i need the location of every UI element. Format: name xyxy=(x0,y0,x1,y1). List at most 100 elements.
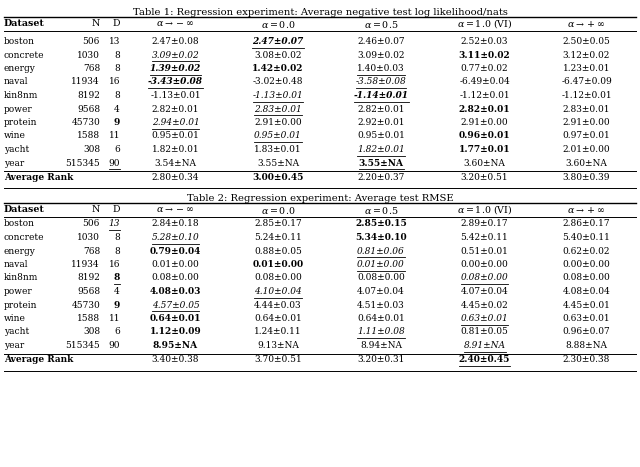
Text: 8.95±NA: 8.95±NA xyxy=(153,341,198,350)
Text: 4.45±0.01: 4.45±0.01 xyxy=(563,300,611,310)
Text: 0.08±0.00: 0.08±0.00 xyxy=(357,274,405,283)
Text: 2.91±0.00: 2.91±0.00 xyxy=(563,118,611,127)
Text: 13: 13 xyxy=(109,37,120,46)
Text: -6.49±0.04: -6.49±0.04 xyxy=(459,78,510,86)
Text: Table 1: Regression experiment: Average negative test log likelihood/nats: Table 1: Regression experiment: Average … xyxy=(132,8,508,17)
Text: kin8nm: kin8nm xyxy=(4,274,38,283)
Text: Table 2: Regression experiment: Average test RMSE: Table 2: Regression experiment: Average … xyxy=(187,194,453,203)
Text: 0.77±0.02: 0.77±0.02 xyxy=(461,64,508,73)
Text: 4.44±0.03: 4.44±0.03 xyxy=(254,300,302,310)
Text: 2.82±0.01: 2.82±0.01 xyxy=(459,105,510,113)
Text: 0.64±0.01: 0.64±0.01 xyxy=(150,314,201,323)
Text: 0.79±0.04: 0.79±0.04 xyxy=(150,247,201,255)
Text: 6: 6 xyxy=(115,145,120,154)
Text: 5.42±0.11: 5.42±0.11 xyxy=(461,233,508,242)
Text: -1.12±0.01: -1.12±0.01 xyxy=(459,91,510,100)
Text: 45730: 45730 xyxy=(71,300,100,310)
Text: 2.46±0.07: 2.46±0.07 xyxy=(357,37,405,46)
Text: 5.40±0.11: 5.40±0.11 xyxy=(563,233,611,242)
Text: $\alpha \rightarrow +\infty$: $\alpha \rightarrow +\infty$ xyxy=(567,19,605,29)
Text: 1.12±0.09: 1.12±0.09 xyxy=(150,327,202,337)
Text: 45730: 45730 xyxy=(71,118,100,127)
Text: 2.50±0.05: 2.50±0.05 xyxy=(563,37,611,46)
Text: $\alpha = 0.0$: $\alpha = 0.0$ xyxy=(260,205,295,215)
Text: 90: 90 xyxy=(109,158,120,168)
Text: N: N xyxy=(92,20,100,28)
Text: $\alpha = 0.0$: $\alpha = 0.0$ xyxy=(260,19,295,29)
Text: 8.91±NA: 8.91±NA xyxy=(463,341,506,350)
Text: 0.08±0.00: 0.08±0.00 xyxy=(152,274,200,283)
Text: 2.20±0.37: 2.20±0.37 xyxy=(357,173,404,182)
Text: 8: 8 xyxy=(115,64,120,73)
Text: 768: 768 xyxy=(83,247,100,255)
Text: 1030: 1030 xyxy=(77,233,100,242)
Text: naval: naval xyxy=(4,78,29,86)
Text: 0.97±0.01: 0.97±0.01 xyxy=(563,132,611,141)
Text: 506: 506 xyxy=(83,37,100,46)
Text: 4.45±0.02: 4.45±0.02 xyxy=(461,300,508,310)
Text: protein: protein xyxy=(4,118,38,127)
Text: 0.08±0.00: 0.08±0.00 xyxy=(461,274,508,283)
Text: 2.85±0.15: 2.85±0.15 xyxy=(355,219,407,228)
Text: $\alpha \rightarrow -\infty$: $\alpha \rightarrow -\infty$ xyxy=(156,20,195,28)
Text: 3.12±0.02: 3.12±0.02 xyxy=(563,50,610,59)
Text: 3.09±0.02: 3.09±0.02 xyxy=(152,50,200,59)
Text: 8: 8 xyxy=(115,50,120,59)
Text: 2.91±0.00: 2.91±0.00 xyxy=(461,118,508,127)
Text: 2.85±0.17: 2.85±0.17 xyxy=(254,219,302,228)
Text: 2.01±0.00: 2.01±0.00 xyxy=(563,145,611,154)
Text: $\alpha = 1.0$ (VI): $\alpha = 1.0$ (VI) xyxy=(457,18,512,30)
Text: $\alpha \rightarrow -\infty$: $\alpha \rightarrow -\infty$ xyxy=(156,205,195,214)
Text: 5.34±0.10: 5.34±0.10 xyxy=(355,233,407,242)
Text: 0.01±0.00: 0.01±0.00 xyxy=(357,260,405,269)
Text: 0.63±0.01: 0.63±0.01 xyxy=(461,314,508,323)
Text: 5.28±0.10: 5.28±0.10 xyxy=(152,233,200,242)
Text: 768: 768 xyxy=(83,64,100,73)
Text: yacht: yacht xyxy=(4,327,29,337)
Text: 1.42±0.02: 1.42±0.02 xyxy=(252,64,304,73)
Text: 1.23±0.01: 1.23±0.01 xyxy=(563,64,611,73)
Text: 1.82±0.01: 1.82±0.01 xyxy=(152,145,199,154)
Text: 8192: 8192 xyxy=(77,91,100,100)
Text: 1.11±0.08: 1.11±0.08 xyxy=(357,327,405,337)
Text: 2.92±0.01: 2.92±0.01 xyxy=(357,118,404,127)
Text: 2.83±0.01: 2.83±0.01 xyxy=(563,105,611,113)
Text: 16: 16 xyxy=(109,260,120,269)
Text: $\alpha = 0.5$: $\alpha = 0.5$ xyxy=(364,19,398,29)
Text: concrete: concrete xyxy=(4,50,45,59)
Text: -1.12±0.01: -1.12±0.01 xyxy=(561,91,612,100)
Text: 308: 308 xyxy=(83,145,100,154)
Text: 3.55±NA: 3.55±NA xyxy=(358,158,403,168)
Text: 2.86±0.17: 2.86±0.17 xyxy=(563,219,611,228)
Text: 9: 9 xyxy=(114,300,120,310)
Text: 506: 506 xyxy=(83,219,100,228)
Text: 0.96±0.07: 0.96±0.07 xyxy=(563,327,611,337)
Text: 2.47±0.08: 2.47±0.08 xyxy=(152,37,199,46)
Text: 4.08±0.04: 4.08±0.04 xyxy=(563,287,611,296)
Text: yacht: yacht xyxy=(4,145,29,154)
Text: 0.81±0.06: 0.81±0.06 xyxy=(357,247,405,255)
Text: 4.57±0.05: 4.57±0.05 xyxy=(152,300,200,310)
Text: $\alpha \rightarrow +\infty$: $\alpha \rightarrow +\infty$ xyxy=(567,205,605,215)
Text: 0.81±0.05: 0.81±0.05 xyxy=(461,327,508,337)
Text: 3.80±0.39: 3.80±0.39 xyxy=(563,173,611,182)
Text: N: N xyxy=(92,205,100,214)
Text: 3.20±0.51: 3.20±0.51 xyxy=(461,173,508,182)
Text: $\alpha = 0.5$: $\alpha = 0.5$ xyxy=(364,205,398,215)
Text: -3.43±0.08: -3.43±0.08 xyxy=(148,78,203,86)
Text: -1.13±0.01: -1.13±0.01 xyxy=(253,91,303,100)
Text: boston: boston xyxy=(4,219,35,228)
Text: energy: energy xyxy=(4,247,36,255)
Text: year: year xyxy=(4,158,24,168)
Text: 3.54±NA: 3.54±NA xyxy=(154,158,196,168)
Text: 0.01±0.00: 0.01±0.00 xyxy=(252,260,303,269)
Text: 515345: 515345 xyxy=(65,341,100,350)
Text: 3.08±0.02: 3.08±0.02 xyxy=(254,50,301,59)
Text: 2.91±0.00: 2.91±0.00 xyxy=(254,118,302,127)
Text: 2.52±0.03: 2.52±0.03 xyxy=(461,37,508,46)
Text: 2.82±0.01: 2.82±0.01 xyxy=(357,105,404,113)
Text: wine: wine xyxy=(4,132,26,141)
Text: 4: 4 xyxy=(115,105,120,113)
Text: Dataset: Dataset xyxy=(4,20,45,28)
Text: 1.77±0.01: 1.77±0.01 xyxy=(459,145,510,154)
